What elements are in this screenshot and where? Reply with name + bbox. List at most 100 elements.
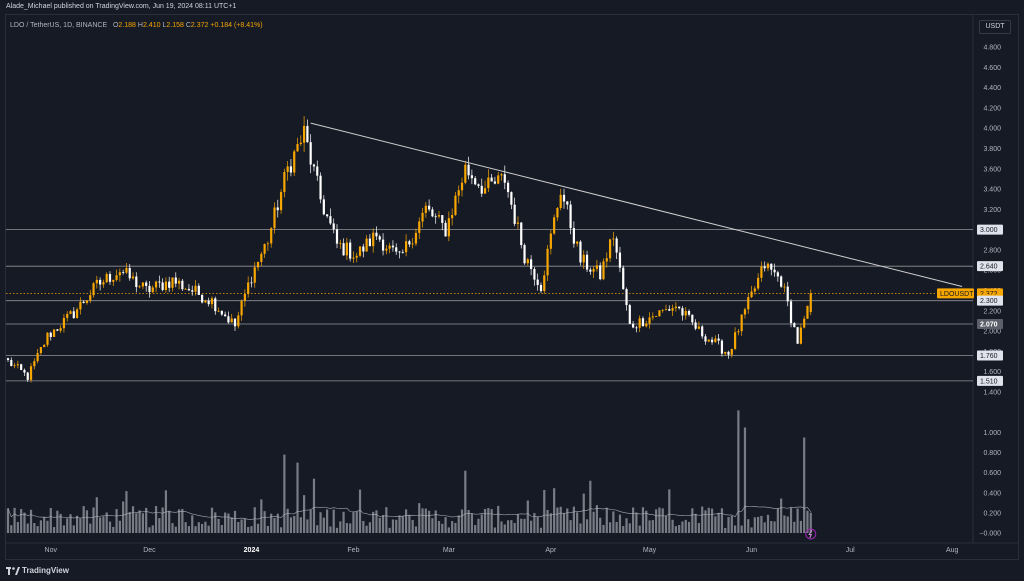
volume-bar [332,509,335,533]
descending-trendline[interactable] [310,122,963,287]
candle-body [20,364,23,370]
volume-bar [553,488,556,533]
volume-bar [526,500,529,533]
volume-bar [809,512,812,533]
volume-bar [161,507,164,533]
volume-bar [474,525,477,533]
candle-body [556,207,559,218]
price-tick-label: 2.600 [983,268,1001,275]
volume-bar [539,527,543,533]
volume-bar [668,489,671,533]
volume-bar [240,519,243,533]
volume-bar [717,512,720,533]
candle-body [506,182,510,193]
tradingview-brand[interactable]: TradingView [22,566,69,575]
volume-bar [312,478,316,533]
volume-bar [138,510,141,533]
chart-frame[interactable] [5,14,1019,560]
volume-bar [365,525,368,533]
volume-bar [585,519,589,533]
change-value: +0.184 (+8.41%) [210,22,263,29]
candle-body [628,305,631,324]
candle-body [701,326,704,337]
candle-body [197,285,200,295]
candle-body [118,272,121,276]
candle-body [52,329,56,337]
volume-bar [69,514,72,533]
volume-bar [39,520,42,533]
candle-body [217,310,220,312]
candle-body [164,281,168,291]
candle-body [279,192,283,211]
candle-body [763,266,766,269]
volume-bar [256,523,260,533]
volume-bar [618,514,622,533]
candle-body [743,309,747,315]
volume-bar [536,516,539,533]
volume-bar [645,510,648,533]
candle-body [256,261,260,268]
price-label-box [977,350,1003,361]
volume-bar [707,507,710,533]
volume-bar [49,507,52,533]
volume-bar [753,517,756,533]
volume-bar [697,523,700,533]
symbol-legend[interactable]: LDO / TetherUS, 1D, BINANCE O2.188 H2.41… [10,22,263,29]
volume-bar [747,519,750,533]
candle-body [720,340,724,354]
candle-body [454,195,457,215]
volume-bar [556,507,559,533]
price-label-box [977,261,1003,272]
candle-body [464,164,467,183]
candle-body [378,236,381,240]
volume-bar [460,509,464,533]
volume-bar [263,511,266,533]
price-label-box [977,295,1003,306]
volume-bar [559,506,562,533]
open-value: 2.188 [118,22,136,29]
candle-body [326,214,329,217]
price-label-text: 1.760 [980,353,998,360]
candle-body [490,177,493,182]
candle-body [513,204,516,224]
candle-body [158,281,161,283]
candle-body [724,351,727,354]
candle-body [615,238,618,253]
volume-bar [658,507,661,533]
candle-body [89,295,92,301]
candle-body [510,192,513,205]
lightning-icon[interactable] [805,528,817,540]
candle-body [536,279,539,286]
volume-bar [207,525,210,533]
time-axis-label: Jun [746,547,757,554]
candle-body [595,265,599,269]
candle-body [135,276,138,288]
volume-bar [661,508,664,533]
candle-body [500,174,503,176]
volume-bar [227,513,230,533]
tradingview-logo-icon[interactable] [6,567,20,575]
candle-body [664,309,668,310]
candle-body [780,276,783,287]
volume-bar [763,522,766,533]
candle-body [342,243,345,256]
candle-body [418,221,421,233]
volume-bar [82,506,85,533]
volume-bar [404,509,408,533]
volume-tick-label: 0.400 [983,490,1001,497]
candle-body [270,228,273,244]
candle-body [72,311,75,319]
volume-bar [490,509,493,533]
volume-bar [303,495,306,533]
volume-bar [500,521,503,533]
candle-body [237,315,240,327]
currency-button[interactable]: USDT [979,20,1011,34]
volume-bar [158,518,161,533]
close-label: C [185,22,191,29]
volume-bar [780,498,783,533]
volume-bar [418,503,421,533]
candle-body [59,328,62,331]
publisher-bar: Alade_Michael published on TradingView.c… [0,0,1024,14]
volume-bar [43,517,46,533]
